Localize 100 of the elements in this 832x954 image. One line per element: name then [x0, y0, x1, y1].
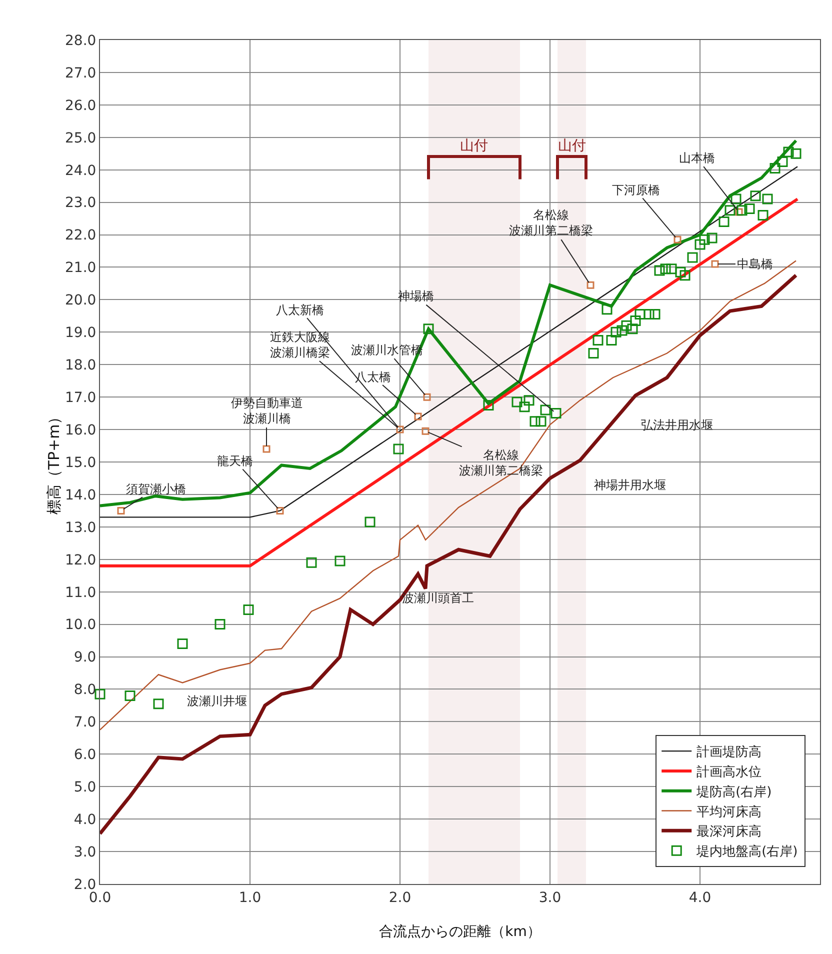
band-label: 山付	[558, 138, 586, 154]
x-axis-title: 合流点からの距離（km）	[379, 924, 541, 940]
point	[736, 205, 748, 216]
point	[770, 162, 780, 174]
y-tick-label: 14.0	[65, 487, 96, 504]
point	[744, 204, 755, 214]
point	[606, 335, 617, 346]
point	[423, 324, 434, 334]
annotation: 八太新橋	[276, 303, 324, 317]
y-tick-label: 15.0	[65, 454, 96, 471]
annotation: 波瀬川井堰	[187, 694, 247, 708]
point	[602, 304, 612, 315]
annotation: 神場橋	[398, 289, 434, 303]
point	[675, 266, 686, 278]
annotation: 名松線波瀬川第二橋梁	[509, 208, 593, 238]
point	[588, 348, 599, 358]
point	[540, 404, 551, 416]
point	[550, 408, 562, 419]
y-tick-label: 20.0	[65, 292, 96, 309]
point	[214, 619, 226, 630]
point	[783, 146, 794, 158]
y-tick-label: 13.0	[65, 520, 96, 536]
point	[687, 252, 698, 263]
point	[524, 395, 534, 406]
point	[243, 604, 254, 615]
point	[423, 393, 431, 401]
point	[699, 234, 710, 245]
point	[630, 316, 641, 326]
y-tick-label: 16.0	[65, 422, 96, 438]
point	[634, 309, 646, 320]
point	[422, 427, 430, 435]
y-tick-label: 5.0	[74, 780, 96, 796]
y-tick-label: 6.0	[74, 747, 96, 764]
legend-label: 平均河床高	[696, 804, 762, 820]
point	[512, 396, 522, 408]
point	[762, 194, 773, 204]
point	[735, 208, 743, 216]
point	[364, 516, 376, 528]
annotation: 龍天橋	[217, 454, 253, 468]
point	[124, 690, 136, 701]
point	[666, 264, 677, 274]
point	[790, 148, 802, 159]
annotation: 下河原橋	[612, 183, 660, 197]
point	[680, 270, 690, 281]
point	[519, 402, 530, 412]
y-tick-label: 21.0	[65, 260, 96, 276]
y-tick-label: 12.0	[65, 552, 96, 568]
point	[177, 638, 188, 650]
annotation: 神場井用水堰	[594, 478, 666, 492]
point	[616, 325, 628, 336]
line-series	[100, 260, 797, 730]
point	[621, 320, 632, 331]
y-axis-title: 標高（TP+m）	[45, 409, 64, 515]
y-tick-label: 7.0	[74, 714, 96, 731]
point	[694, 239, 706, 250]
y-tick-label: 24.0	[65, 162, 96, 179]
annotation: 中島橋	[737, 257, 773, 271]
point	[530, 416, 540, 427]
legend-label: 計画堤防高	[696, 744, 762, 760]
y-tick-label: 8.0	[74, 682, 96, 698]
annotation: 須賀瀬小橋	[126, 482, 186, 496]
x-tick-label: 2.0	[388, 890, 412, 906]
y-tick-label: 28.0	[65, 32, 96, 49]
y-tick-label: 23.0	[65, 195, 96, 212]
point	[414, 412, 422, 420]
point	[718, 216, 730, 228]
y-tick-label: 10.0	[65, 617, 96, 634]
legend-label: 最深河床高	[696, 824, 762, 840]
y-tick-label: 19.0	[65, 325, 96, 342]
point	[483, 400, 494, 410]
y-tick-label: 18.0	[65, 358, 96, 374]
y-tick-label: 9.0	[74, 650, 96, 666]
annotation: 波瀬川頭首工	[402, 591, 474, 605]
x-tick-label: 4.0	[688, 890, 712, 906]
point	[94, 688, 106, 700]
annotation: 伊勢自動車道波瀬川橋	[231, 396, 303, 426]
point	[276, 506, 284, 514]
band-label: 山付	[460, 138, 488, 154]
y-tick-label: 17.0	[65, 390, 96, 406]
point	[660, 264, 671, 274]
y-tick-label: 26.0	[65, 98, 96, 114]
legend-label: 堤内地盤高(右岸)	[696, 844, 798, 860]
y-tick-label: 3.0	[74, 844, 96, 860]
x-tick-label: 1.0	[238, 890, 262, 906]
point	[654, 265, 665, 276]
point	[396, 426, 404, 434]
line-series	[100, 274, 798, 836]
point	[592, 335, 604, 346]
point	[730, 194, 742, 204]
legend-label: 堤防高(右岸)	[696, 784, 772, 800]
point	[758, 210, 768, 221]
y-tick-label: 11.0	[65, 584, 96, 601]
point	[306, 557, 317, 568]
point	[724, 205, 736, 216]
point	[627, 324, 638, 334]
point	[706, 232, 718, 244]
point	[650, 309, 660, 320]
annotation: 山本橋	[679, 151, 715, 165]
y-tick-label: 25.0	[65, 130, 96, 146]
point	[153, 698, 164, 710]
